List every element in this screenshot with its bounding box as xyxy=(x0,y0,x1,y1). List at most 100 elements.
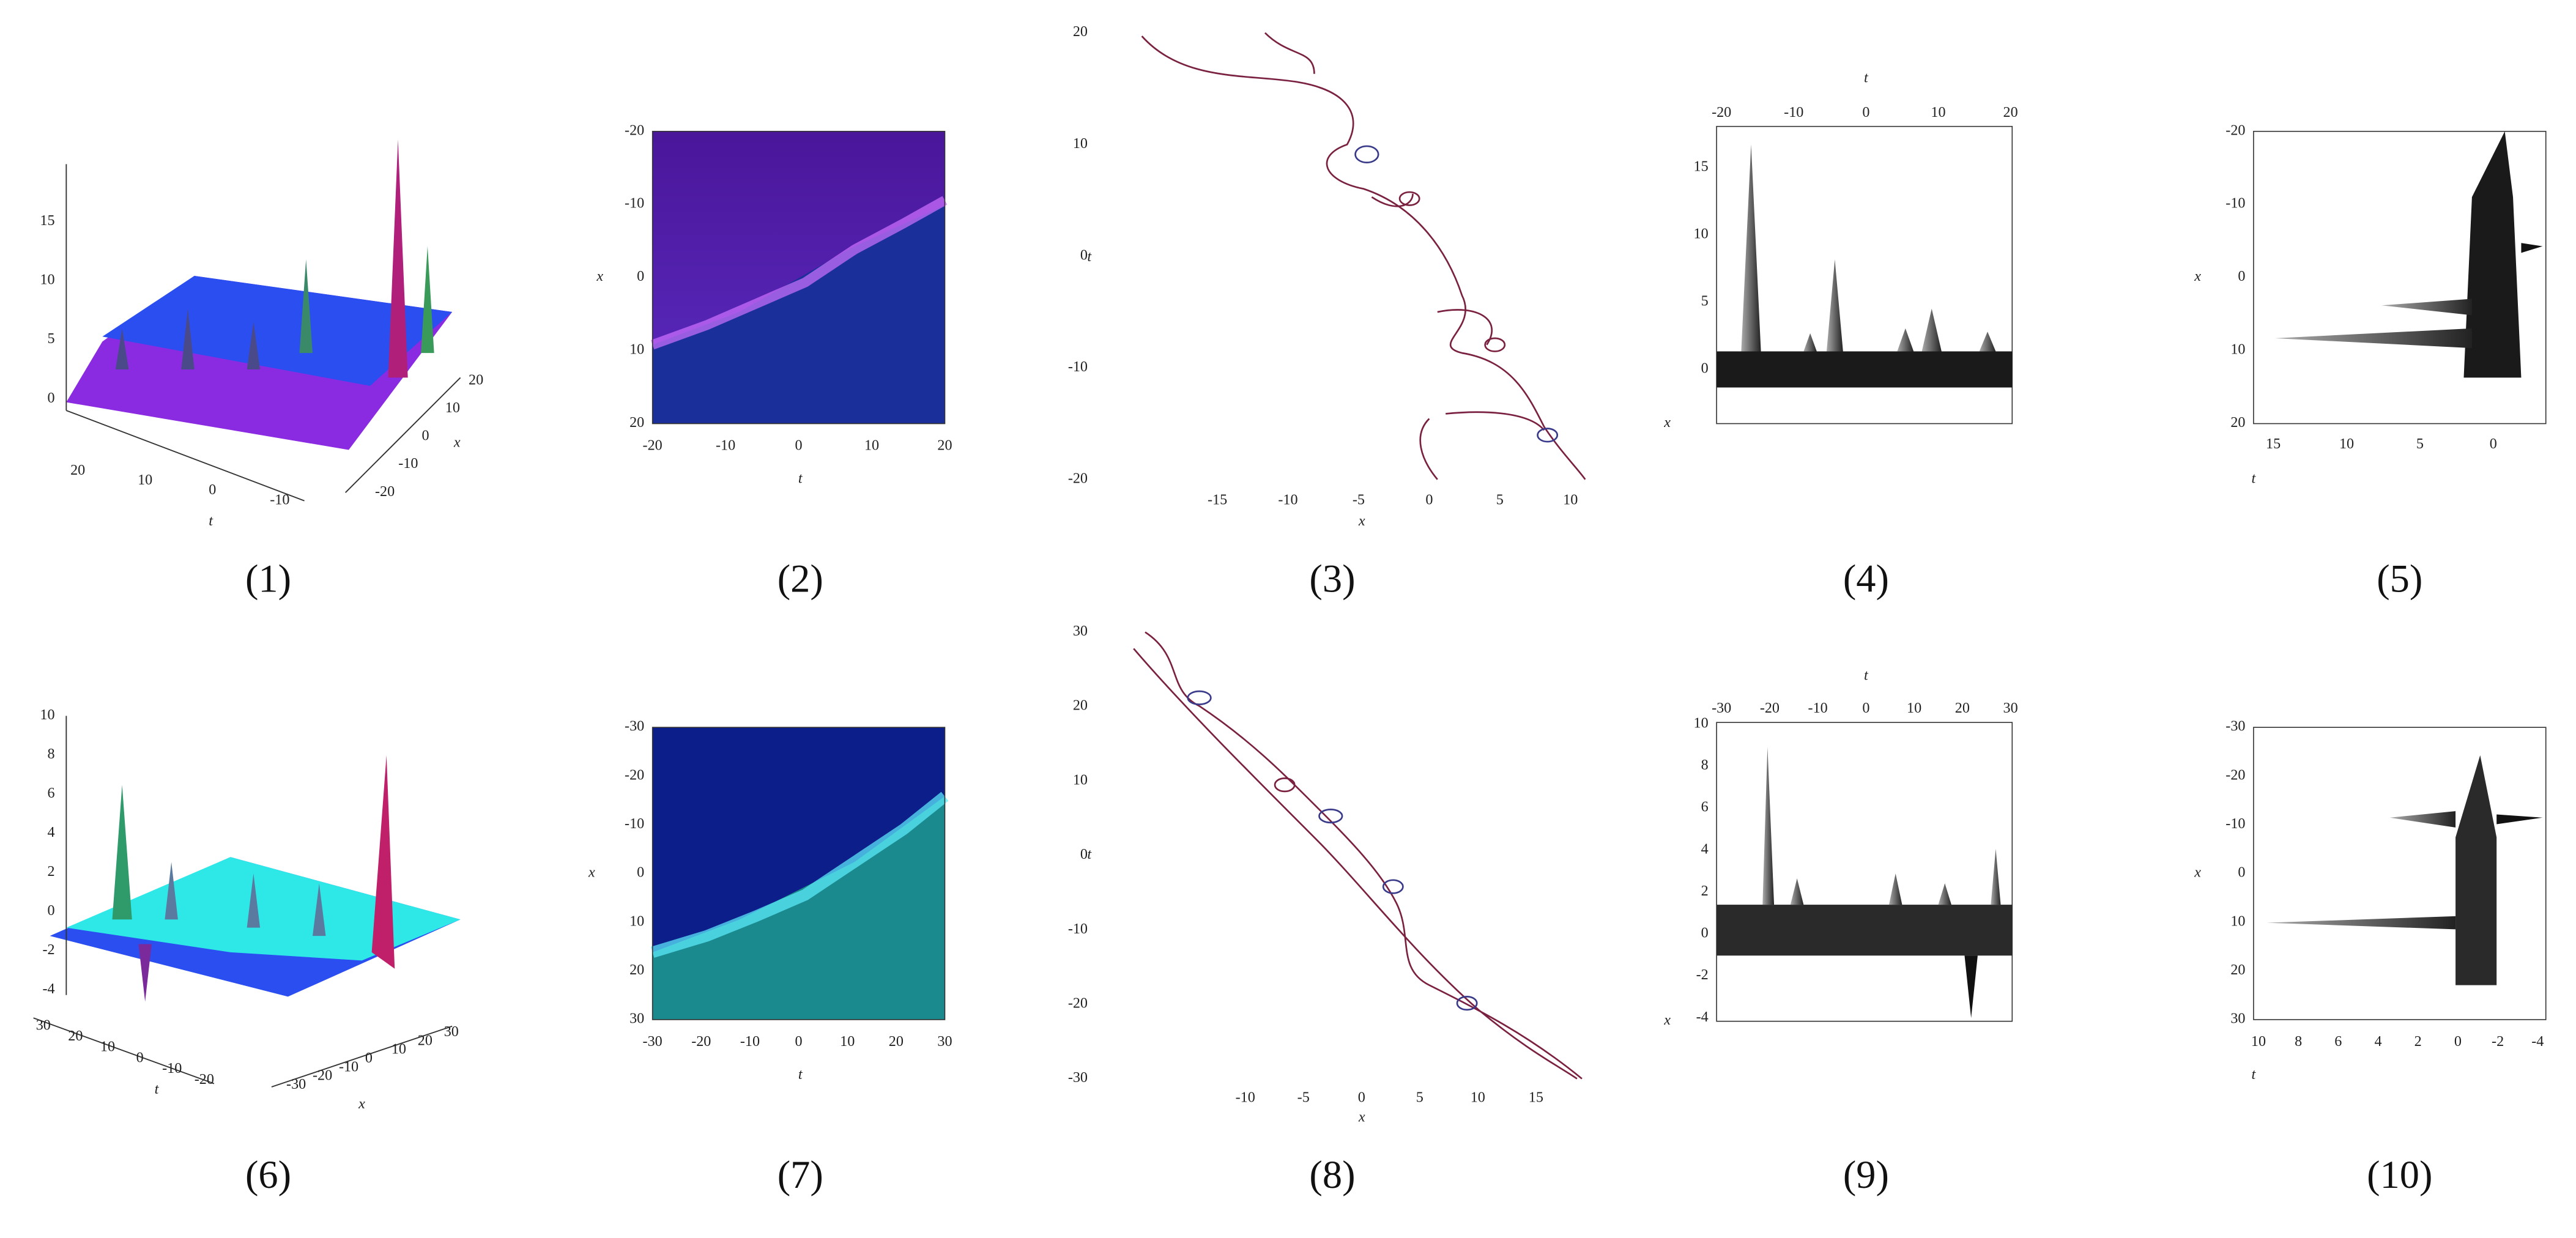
tick-label: 10 xyxy=(629,341,644,358)
tick-label: -5 xyxy=(1353,491,1365,508)
tick-label: -30 xyxy=(1068,1069,1088,1086)
axis-label: t xyxy=(2252,470,2257,486)
tick-label: -30 xyxy=(286,1076,306,1092)
tick-label: -30 xyxy=(2225,718,2245,735)
tick-label: -15 xyxy=(1208,491,1227,508)
tick-label: -10 xyxy=(1784,104,1803,120)
tick-label: 0 xyxy=(2490,436,2497,452)
tick-label: 15 xyxy=(1529,1089,1543,1105)
axis-label: x xyxy=(1663,414,1671,431)
side-surface-plot xyxy=(2253,727,2547,1020)
density-plot xyxy=(650,727,949,1020)
axis-label: t xyxy=(1864,667,1869,683)
tick-label: -10 xyxy=(625,815,644,832)
tick-label: 10 xyxy=(2251,1033,2266,1050)
caption: (8) xyxy=(1309,1153,1355,1196)
tick-label: 5 xyxy=(47,330,54,347)
tick-label: 10 xyxy=(1073,135,1088,152)
tick-label: 0 xyxy=(2238,268,2245,284)
tick-label: 0 xyxy=(1862,700,1869,716)
axis-label: x xyxy=(588,864,595,881)
tick-label: 10 xyxy=(864,437,879,454)
tick-label: -2 xyxy=(2492,1033,2504,1050)
tick-label: -20 xyxy=(313,1067,332,1084)
tick-label: 5 xyxy=(2416,436,2424,452)
tick-label: -2 xyxy=(42,941,54,958)
tick-label: -10 xyxy=(1068,358,1088,375)
tick-label: 30 xyxy=(2003,700,2018,716)
axis-label: x xyxy=(2194,864,2201,881)
tick-label: 0 xyxy=(1080,846,1088,862)
tick-label: 0 xyxy=(47,902,54,919)
tick-label: 4 xyxy=(47,824,54,840)
axis-label: t xyxy=(1087,846,1092,862)
tick-label: 4 xyxy=(1701,840,1709,857)
tick-label: -20 xyxy=(375,483,395,500)
tick-label: 15 xyxy=(40,212,54,229)
tick-label: -10 xyxy=(1068,921,1088,937)
tick-label: -30 xyxy=(625,718,644,735)
tick-label: -20 xyxy=(1760,700,1780,716)
tick-label: 10 xyxy=(2230,341,2245,358)
caption: (6) xyxy=(245,1153,291,1196)
side-surface-plot xyxy=(2253,130,2547,424)
caption: (4) xyxy=(1843,557,1889,601)
tick-label: 30 xyxy=(36,1017,51,1033)
axis-label: x xyxy=(2194,268,2201,284)
tick-label: 0 xyxy=(209,481,216,498)
tick-label: -10 xyxy=(625,195,644,212)
tick-label: 30 xyxy=(444,1023,459,1040)
tick-label: 15 xyxy=(1694,158,1709,174)
tick-label: 0 xyxy=(1862,104,1869,120)
tick-label: 10 xyxy=(40,706,54,723)
tick-label: 20 xyxy=(68,1028,83,1044)
tick-label: 10 xyxy=(1694,714,1709,731)
tick-label: 4 xyxy=(2374,1033,2381,1050)
tick-label: 6 xyxy=(1701,799,1709,815)
tick-label: 20 xyxy=(629,962,644,978)
tick-label: -20 xyxy=(1712,104,1731,120)
tick-label: 15 xyxy=(2266,436,2281,452)
tick-label: -20 xyxy=(195,1071,214,1088)
tick-label: -20 xyxy=(625,122,644,138)
tick-label: 30 xyxy=(2230,1010,2245,1027)
axis-label: x xyxy=(1358,513,1365,529)
tick-label: 30 xyxy=(937,1033,952,1050)
tick-label: 0 xyxy=(2454,1033,2462,1050)
side-surface-plot xyxy=(1716,125,2013,424)
tick-label: -20 xyxy=(1068,470,1088,486)
tick-label: 20 xyxy=(2230,414,2245,431)
tick-label: 0 xyxy=(136,1049,144,1066)
caption: (9) xyxy=(1843,1153,1889,1196)
axis-label: x xyxy=(1663,1012,1671,1028)
tick-label: 10 xyxy=(1694,225,1709,242)
tick-label: -20 xyxy=(2225,766,2245,783)
tick-label: 5 xyxy=(1416,1089,1423,1105)
tick-label: 20 xyxy=(1955,700,1970,716)
tick-label: 0 xyxy=(1701,925,1709,941)
tick-label: 0 xyxy=(1358,1089,1365,1105)
tick-label: -20 xyxy=(1068,995,1088,1011)
tick-label: 20 xyxy=(469,371,483,388)
axis-label: x xyxy=(453,434,461,450)
tick-label: 20 xyxy=(2230,962,2245,978)
tick-label: 8 xyxy=(2295,1033,2302,1050)
axis-label: t xyxy=(1864,69,1869,86)
tick-label: -20 xyxy=(2225,122,2245,138)
tick-label: 20 xyxy=(1073,23,1088,40)
tick-label: 8 xyxy=(1701,757,1709,773)
tick-label: -4 xyxy=(2531,1033,2544,1050)
tick-label: -2 xyxy=(1696,966,1709,983)
tick-label: -4 xyxy=(1696,1009,1709,1025)
axis-label: x xyxy=(1358,1109,1365,1125)
tick-label: -30 xyxy=(643,1033,663,1050)
tick-label: 10 xyxy=(1471,1089,1485,1105)
caption: (2) xyxy=(778,557,823,601)
caption: (7) xyxy=(778,1153,823,1196)
tick-label: 0 xyxy=(795,1033,803,1050)
tick-label: -20 xyxy=(625,766,644,783)
tick-label: 10 xyxy=(392,1041,406,1058)
tick-label: 10 xyxy=(40,272,54,288)
tick-label: 20 xyxy=(418,1032,432,1048)
